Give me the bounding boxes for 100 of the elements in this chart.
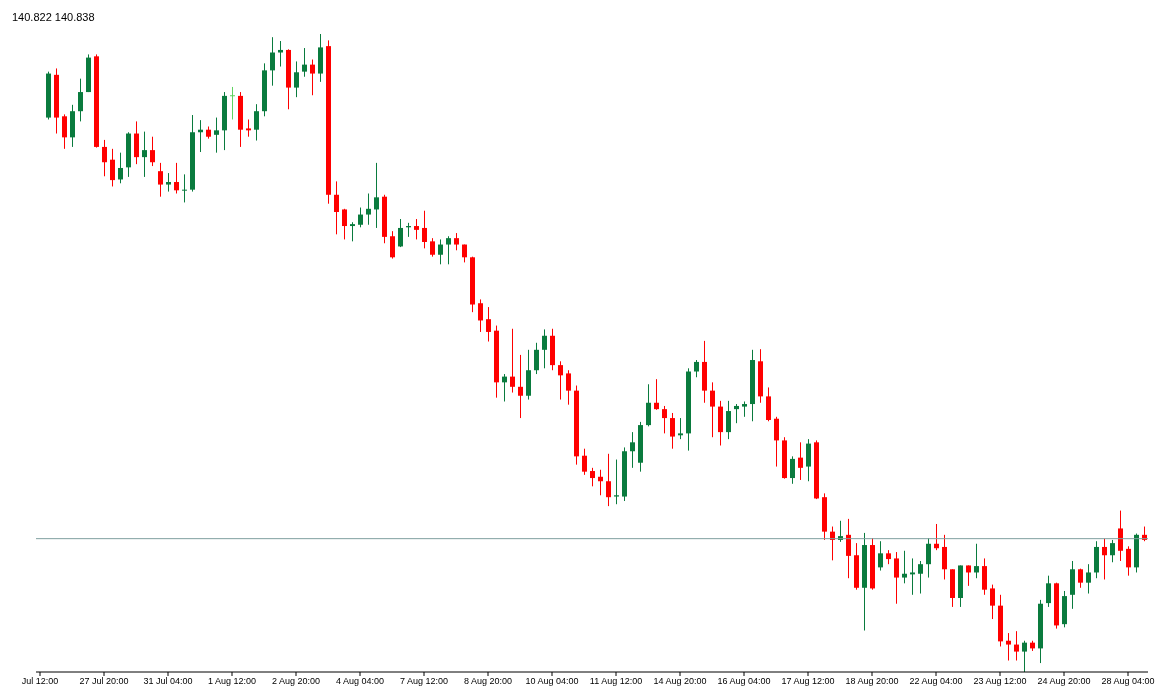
x-tick-label: 28 Aug 04:00: [1101, 676, 1155, 687]
candlestick: [646, 383, 651, 427]
candlestick: [390, 230, 395, 260]
candlestick: [182, 173, 187, 203]
x-tick-label: 7 Aug 12:00: [399, 676, 449, 687]
candlestick: [518, 354, 523, 419]
candlestick: [398, 218, 403, 248]
candlestick: [270, 36, 275, 87]
candlestick: [1006, 632, 1011, 662]
candlestick: [1014, 630, 1019, 662]
candlestick: [846, 518, 851, 579]
candlestick: [534, 342, 539, 375]
candlestick: [374, 162, 379, 229]
x-tick-label: 22 Aug 04:00: [909, 676, 963, 687]
candlestick: [678, 417, 683, 440]
candlestick: [806, 438, 811, 482]
candlestick: [630, 431, 635, 469]
candlestick: [942, 534, 947, 580]
candlestick: [1022, 640, 1027, 672]
candlestick: [230, 86, 235, 120]
candlestick: [510, 328, 515, 394]
candlestick: [334, 180, 339, 235]
candlestick: [302, 47, 307, 78]
x-tick-label: 31 Jul 04:00: [143, 676, 193, 687]
candlestick: [246, 118, 251, 138]
candlestick: [1046, 575, 1051, 608]
candlestick: [662, 405, 667, 434]
candlestick: [150, 136, 155, 167]
x-tick-label: 11 Aug 12:00: [589, 676, 643, 687]
candlestick: [982, 557, 987, 596]
candlestick: [766, 386, 771, 422]
candlestick: [102, 139, 107, 177]
x-tick-label: 10 Aug 04:00: [525, 676, 579, 687]
candlestick: [1126, 545, 1131, 577]
candlestick: [790, 455, 795, 485]
candlestick: [254, 103, 259, 142]
candlestick: [1086, 563, 1091, 595]
candlestick: [894, 551, 899, 605]
candlestick: [1102, 538, 1107, 580]
x-tick-label: 17 Aug 12:00: [781, 676, 835, 687]
candlestick: [598, 469, 603, 496]
candlestick: [542, 328, 547, 369]
x-tick-label: 24 Aug 20:00: [1037, 676, 1091, 687]
candlestick: [566, 369, 571, 406]
candlestick: [294, 60, 299, 98]
candlestick: [710, 381, 715, 438]
candlestick: [62, 113, 67, 150]
x-tick-label: 18 Aug 20:00: [845, 676, 899, 687]
candlestick: [654, 378, 659, 411]
candlestick: [430, 237, 435, 258]
candlestick: [118, 152, 123, 184]
x-tick-label: 8 Aug 20:00: [463, 676, 513, 687]
candlestick: [350, 221, 355, 242]
x-tick-label: 2 Aug 20:00: [271, 676, 321, 687]
candlestick: [422, 210, 427, 249]
candlestick: [606, 453, 611, 507]
candlestick: [558, 360, 563, 401]
candlestick: [934, 523, 939, 551]
candlestick: [166, 172, 171, 193]
candlestick: [446, 235, 451, 265]
x-tick-label: 16 Aug 04:00: [717, 676, 771, 687]
candlestick: [414, 218, 419, 240]
candlestick: [966, 564, 971, 587]
candlestick: [878, 540, 883, 572]
candlestick: [726, 400, 731, 440]
candlestick: [1110, 539, 1115, 563]
candlestick: [734, 403, 739, 424]
candlestick: [918, 560, 923, 595]
candlestick: [342, 208, 347, 240]
candlestick: [1118, 510, 1123, 562]
candlestick: [478, 298, 483, 333]
candlestick: [614, 459, 619, 505]
candlestick: [670, 412, 675, 450]
candlestick: [358, 207, 363, 228]
candlestick: [798, 441, 803, 481]
candlestick: [214, 117, 219, 154]
candlestick: [582, 448, 587, 476]
x-tick-label: Jul 12:00: [21, 676, 59, 687]
candlestick: [158, 162, 163, 198]
candlestick: [486, 306, 491, 343]
candlestick: [990, 584, 995, 620]
candlestick: [366, 193, 371, 226]
candlestick: [590, 467, 595, 487]
candlestick: [278, 40, 283, 68]
candlestick: [310, 59, 315, 96]
candlestick: [926, 537, 931, 579]
x-tick-label: 27 Jul 20:00: [79, 676, 129, 687]
text: 140.822 140.838: [12, 11, 95, 23]
x-tick-label: 1 Aug 12:00: [207, 676, 257, 687]
candlestick: [78, 78, 83, 122]
candlestick: [438, 238, 443, 265]
candlestick: [142, 131, 147, 178]
candlestick: [974, 543, 979, 579]
candlestick: [910, 557, 915, 596]
candlestick: [902, 550, 907, 584]
x-tick-label: 23 Aug 12:00: [973, 676, 1027, 687]
candlestick: [174, 162, 179, 194]
x-tick-label: 4 Aug 04:00: [335, 676, 385, 687]
candlestick: [774, 416, 779, 468]
candlestick: [134, 120, 139, 165]
